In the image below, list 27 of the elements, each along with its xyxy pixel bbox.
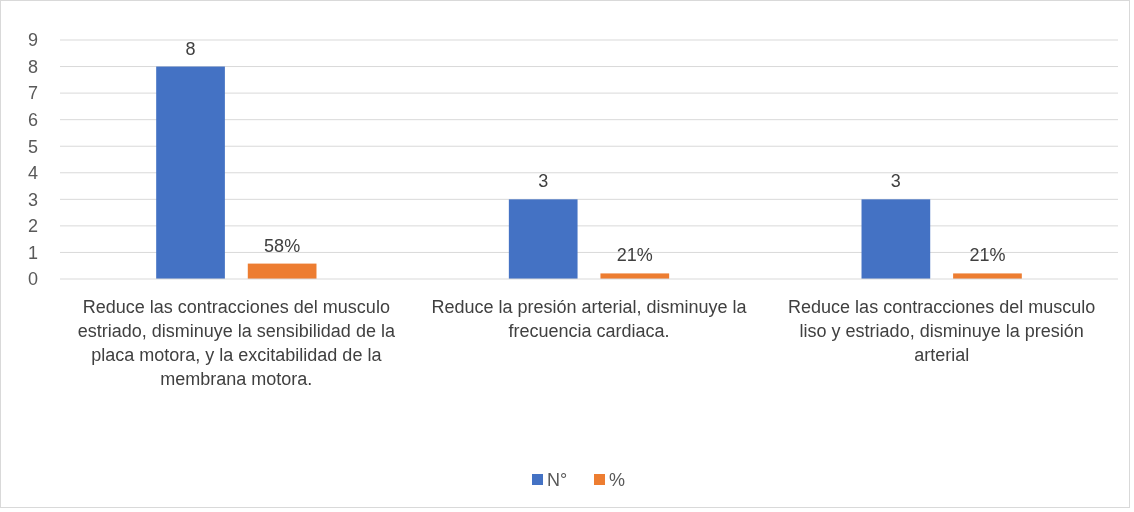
bar (861, 199, 931, 279)
data-label: 3 (890, 171, 901, 192)
bar (156, 66, 225, 279)
y-tick-label: 6 (27, 109, 38, 130)
y-tick-label: 7 (27, 83, 38, 104)
legend-label: N° (547, 470, 568, 491)
y-tick-label: 3 (27, 189, 38, 210)
x-tick-label: Reduce la presión arterial, disminuye la frecuencia cardiaca. (431, 297, 748, 341)
y-tick-label: 1 (27, 242, 38, 263)
bar (508, 199, 578, 279)
y-tick-label: 5 (27, 136, 38, 157)
y-tick-label: 4 (27, 163, 38, 184)
y-tick-label: 8 (27, 56, 38, 77)
data-label: 3 (538, 171, 549, 192)
legend-label: % (609, 470, 626, 491)
y-tick-label: 2 (27, 216, 38, 237)
x-tick-label: Reduce las contracciones del musculo liso y estriado, disminuye la presión arterial (788, 297, 1096, 365)
data-label: 58% (264, 235, 301, 256)
data-label: 21% (616, 245, 653, 266)
y-tick-label: 9 (27, 30, 38, 51)
y-tick-label: 0 (27, 269, 38, 290)
x-tick-label: Reduce las contracciones del musculo estriado, disminuye la sensibilidad de la placa motora, y la excitabilidad de la membrana motora. (77, 297, 396, 389)
bar (247, 263, 317, 279)
data-label: 21% (969, 245, 1006, 266)
bar (600, 273, 670, 279)
data-label: 8 (185, 38, 196, 59)
bar (953, 273, 1022, 279)
